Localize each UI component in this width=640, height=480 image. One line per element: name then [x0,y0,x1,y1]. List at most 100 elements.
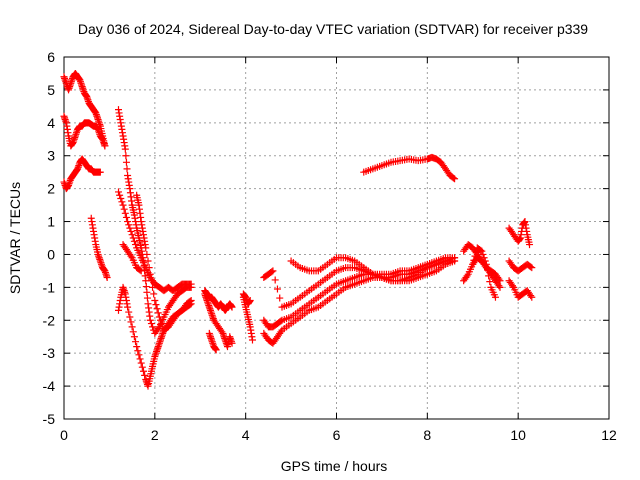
data-point [136,266,144,274]
data-point [115,188,122,196]
y-tick-label: 4 [47,115,55,131]
data-point [268,268,276,276]
series-arc-11 [201,287,236,314]
data-point [273,285,281,293]
data-point [482,260,490,268]
data-point [123,165,131,173]
data-point [479,250,487,258]
y-tick-label: 3 [47,148,55,164]
data-point [149,283,157,291]
data-point [133,343,141,351]
data-point [471,252,479,260]
data-point [125,308,133,316]
series-arc-6 [115,188,195,295]
x-tick-label: 2 [151,427,159,443]
x-axis-ticks: 0 2 4 6 8 10 12 [60,57,617,443]
series-arc-25 [505,277,536,301]
data-point [101,142,109,150]
data-point [121,145,129,153]
data-point [96,168,104,176]
data-point [128,323,136,331]
series-arc-12 [205,329,220,354]
data-point [128,231,136,239]
data-points [60,69,536,390]
data-point [463,272,471,280]
y-tick-label: 0 [47,246,55,262]
data-point [187,297,195,305]
data-point [527,292,535,300]
data-point [132,241,140,249]
data-point [477,246,485,254]
series-arc-22 [469,244,499,301]
data-point [451,175,459,183]
y-tick-label: 1 [47,214,55,230]
y-tick-label: -3 [43,345,56,361]
y-axis-ticks: -5 -4 -3 -2 -1 0 1 2 3 4 5 6 [43,49,609,427]
data-point [248,336,256,344]
data-point [277,328,285,336]
data-point [484,266,492,274]
data-point [528,293,536,301]
y-tick-label: -1 [43,279,56,295]
data-point [135,351,143,359]
data-point [276,294,284,302]
data-point [132,338,140,346]
data-point [157,316,165,324]
data-point [277,317,285,325]
data-point [481,257,489,265]
series-arc-24 [505,257,536,275]
data-point [149,323,157,331]
data-point [449,174,457,182]
x-tick-label: 0 [60,427,68,443]
data-point [127,318,135,326]
y-tick-label: 2 [47,181,55,197]
data-point [137,359,145,367]
data-point [144,257,152,265]
data-point [228,339,236,347]
data-point [141,371,149,379]
data-point [486,278,494,286]
x-tick-label: 10 [510,427,526,443]
y-tick-label: -5 [43,411,56,427]
data-point [485,272,493,280]
data-point [508,282,516,290]
series-arc-18 [287,254,459,285]
x-axis-label: GPS time / hours [281,458,388,474]
data-point [120,205,128,213]
y-tick-label: 6 [47,49,55,65]
data-point [126,313,134,321]
data-point [451,254,459,262]
series-arc-9 [119,241,145,275]
data-point [119,201,127,209]
data-point [139,367,147,375]
data-point [478,247,486,255]
series-arc-14 [239,290,254,308]
data-point [158,320,166,328]
y-tick-label: -2 [43,312,56,328]
data-point [127,252,135,260]
data-point [153,305,161,313]
data-point [130,237,138,245]
data-point [154,309,162,317]
x-tick-label: 4 [242,427,250,443]
data-point [526,241,534,249]
data-point [147,277,155,285]
data-point [155,313,163,321]
data-point [122,213,130,221]
data-point [187,280,195,288]
data-point [122,158,130,166]
data-point [491,293,499,301]
data-point [117,195,125,203]
data-point [116,191,124,199]
data-point [130,333,138,341]
data-point [103,273,111,281]
data-point [269,267,277,275]
series-arc-4 [87,214,111,281]
data-point [469,260,477,268]
x-tick-label: 6 [333,427,341,443]
data-point [124,218,132,226]
data-point [118,198,126,206]
data-point [142,244,150,252]
series-arc-10 [201,290,236,351]
